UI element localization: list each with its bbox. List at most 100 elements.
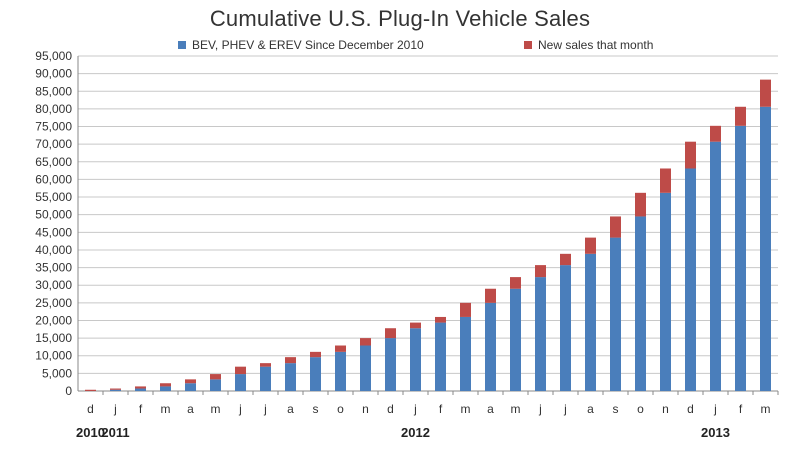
bar-cumulative (185, 383, 196, 391)
y-tick-label: 75,000 (35, 120, 72, 134)
y-tick-label: 45,000 (35, 225, 72, 239)
y-tick-label: 30,000 (35, 278, 72, 292)
bar-cumulative (460, 316, 471, 391)
bar-cumulative (660, 192, 671, 391)
x-tick-label: m (511, 402, 521, 416)
bar-cumulative (485, 302, 496, 391)
year-label: 2010 (76, 425, 105, 440)
bar-new-sales (560, 253, 571, 266)
bar-cumulative (735, 125, 746, 392)
bar-new-sales (85, 389, 96, 391)
bar-cumulative (210, 379, 221, 391)
y-tick-label: 55,000 (35, 190, 72, 204)
bar-cumulative (710, 141, 721, 391)
x-tick-label: j (563, 402, 567, 416)
bar-cumulative (610, 237, 621, 391)
legend-label-cumulative: BEV, PHEV & EREV Since December 2010 (192, 38, 424, 52)
bar-cumulative (535, 277, 546, 391)
x-tick-label: o (637, 402, 644, 416)
y-tick-label: 35,000 (35, 261, 72, 275)
bar-cumulative (235, 374, 246, 391)
x-tick-label: a (287, 402, 294, 416)
y-tick-label: 0 (65, 384, 72, 398)
x-tick-label: j (263, 402, 267, 416)
bar-cumulative (135, 388, 146, 391)
x-tick-label: a (587, 402, 594, 416)
bar-new-sales (760, 79, 771, 107)
bar-new-sales (535, 265, 546, 278)
x-tick-label: f (739, 402, 743, 416)
bar-new-sales (635, 192, 646, 217)
bar-cumulative (560, 265, 571, 391)
bar-new-sales (260, 363, 271, 367)
bar-cumulative (285, 363, 296, 391)
bar-new-sales (435, 316, 446, 323)
x-tick-label: n (662, 402, 669, 416)
bar-new-sales (360, 338, 371, 346)
x-tick-label: j (238, 402, 242, 416)
x-tick-label: j (538, 402, 542, 416)
bar-new-sales (110, 388, 121, 390)
legend-swatch-cumulative (178, 41, 186, 49)
y-tick-label: 70,000 (35, 137, 72, 151)
x-tick-label: s (613, 402, 619, 416)
bar-cumulative (510, 288, 521, 391)
bar-cumulative (760, 106, 771, 392)
bar-cumulative (585, 253, 596, 391)
bar-cumulative (635, 216, 646, 391)
bar-new-sales (235, 366, 246, 375)
x-tick-label: f (439, 402, 443, 416)
x-tick-label: a (187, 402, 194, 416)
x-tick-label: o (337, 402, 344, 416)
bar-new-sales (385, 328, 396, 339)
bar-cumulative (335, 351, 346, 391)
bar-cumulative (360, 345, 371, 391)
legend-item-cumulative: BEV, PHEV & EREV Since December 2010 (178, 38, 424, 52)
x-tick-label: d (687, 402, 694, 416)
y-tick-label: 80,000 (35, 102, 72, 116)
x-tick-label: a (487, 402, 494, 416)
bar-new-sales (135, 386, 146, 389)
x-tick-label: f (139, 402, 143, 416)
x-tick-label: m (211, 402, 221, 416)
bar-cumulative (260, 366, 271, 391)
bar-new-sales (210, 374, 221, 380)
legend-item-new-sales: New sales that month (524, 38, 653, 52)
y-tick-label: 10,000 (35, 349, 72, 363)
bar-cumulative (410, 328, 421, 391)
bar-new-sales (735, 106, 746, 126)
bar-cumulative (310, 357, 321, 391)
bar-new-sales (160, 383, 171, 387)
y-tick-label: 95,000 (35, 49, 72, 63)
y-tick-label: 5,000 (42, 366, 72, 380)
legend-label-new-sales: New sales that month (538, 38, 654, 52)
y-tick-label: 60,000 (35, 172, 72, 186)
bar-cumulative (435, 322, 446, 391)
bar-new-sales (460, 302, 471, 317)
x-tick-label: j (113, 402, 117, 416)
x-tick-label: m (461, 402, 471, 416)
bar-new-sales (610, 216, 621, 238)
y-tick-label: 90,000 (35, 67, 72, 81)
bar-new-sales (410, 322, 421, 329)
x-tick-label: m (161, 402, 171, 416)
bar-cumulative (160, 386, 171, 391)
year-label: 2012 (401, 425, 430, 440)
x-tick-label: d (387, 402, 394, 416)
legend: BEV, PHEV & EREV Since December 2010 New… (0, 38, 800, 56)
bar-new-sales (310, 351, 321, 358)
bar-new-sales (335, 345, 346, 352)
y-tick-label: 40,000 (35, 243, 72, 257)
y-tick-label: 50,000 (35, 208, 72, 222)
bar-new-sales (660, 168, 671, 193)
x-tick-label: d (87, 402, 94, 416)
bar-cumulative (385, 338, 396, 391)
x-tick-label: s (313, 402, 319, 416)
chart-title: Cumulative U.S. Plug-In Vehicle Sales (209, 6, 591, 31)
x-tick-label: n (362, 402, 369, 416)
bar-new-sales (710, 125, 721, 142)
x-tick-label: j (713, 402, 717, 416)
y-tick-label: 25,000 (35, 296, 72, 310)
y-tick-label: 15,000 (35, 331, 72, 345)
